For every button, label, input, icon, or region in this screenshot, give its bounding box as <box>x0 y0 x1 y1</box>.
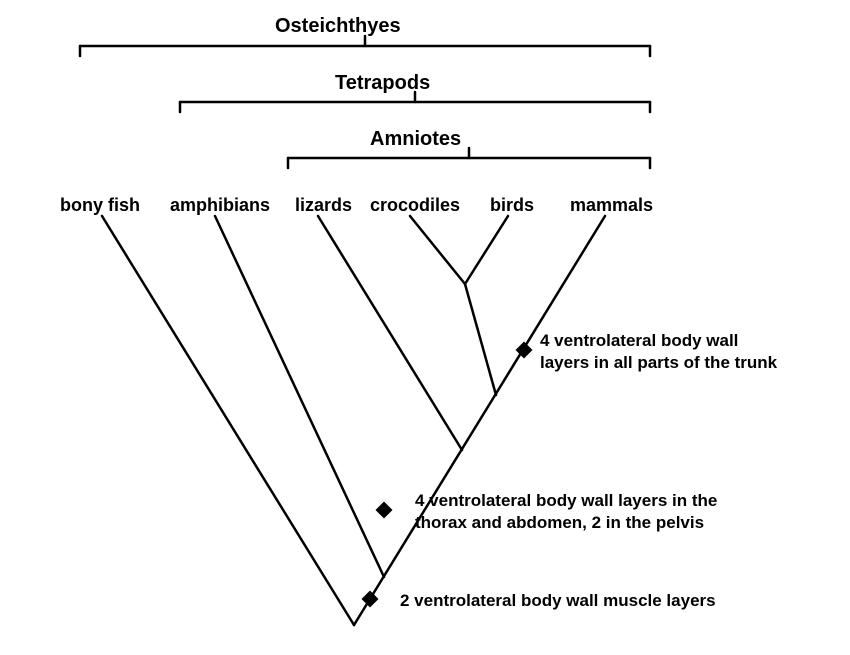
leaf-label: birds <box>490 195 534 216</box>
leaf-label: amphibians <box>170 195 270 216</box>
annotation-line: layers in all parts of the trunk <box>540 352 777 374</box>
group-label: Amniotes <box>370 128 461 151</box>
annotation-line: thorax and abdomen, 2 in the pelvis <box>415 512 717 534</box>
annotation-text: 2 ventrolateral body wall muscle layers <box>400 590 716 612</box>
group-label: Osteichthyes <box>275 15 401 38</box>
annotation-line: 4 ventrolateral body wall <box>540 330 777 352</box>
annotation-line: 4 ventrolateral body wall layers in the <box>415 490 717 512</box>
annotation-text: 4 ventrolateral body wall layers in thet… <box>415 490 717 534</box>
leaf-label: mammals <box>570 195 653 216</box>
group-label: Tetrapods <box>335 72 430 95</box>
annotation-line: 2 ventrolateral body wall muscle layers <box>400 590 716 612</box>
leaf-label: lizards <box>295 195 352 216</box>
leaf-label: bony fish <box>60 195 140 216</box>
leaf-label: crocodiles <box>370 195 460 216</box>
annotation-text: 4 ventrolateral body walllayers in all p… <box>540 330 777 374</box>
